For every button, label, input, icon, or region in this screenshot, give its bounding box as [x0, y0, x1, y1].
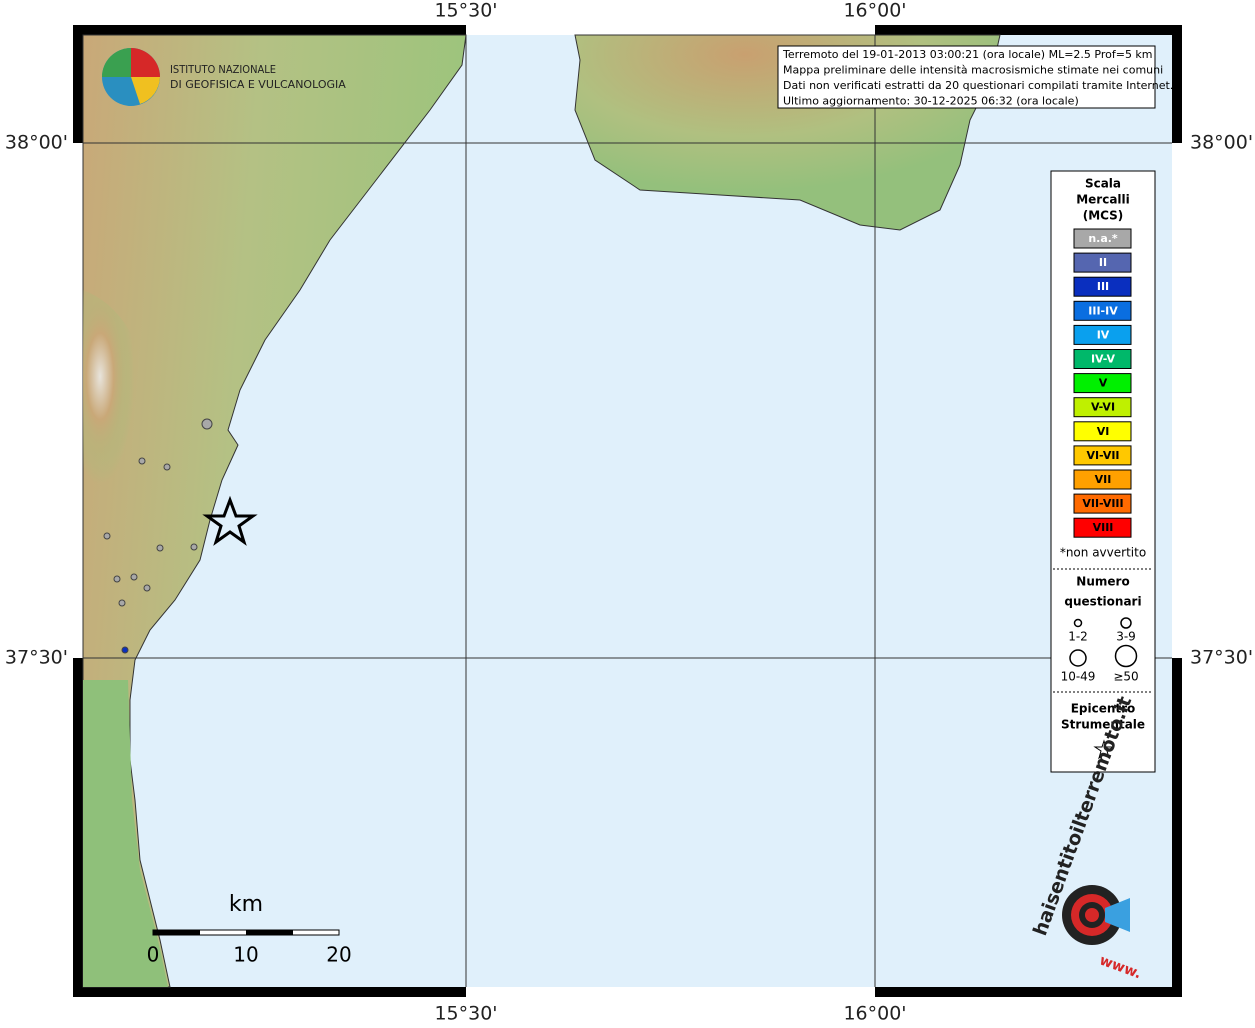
scale-label: 0	[147, 943, 160, 967]
graticule	[83, 35, 1172, 987]
scale-unit: km	[229, 892, 263, 917]
epicenter-star	[202, 495, 258, 546]
legend-title: Mercalli	[1076, 193, 1130, 207]
legend-label: II	[1099, 256, 1107, 269]
info-line: Terremoto del 19-01-2013 03:00:21 (ora l…	[782, 48, 1153, 61]
size-symbol	[1069, 649, 1087, 667]
axis-label: 37°30'	[1190, 647, 1253, 669]
axis-label: 38°00'	[1190, 132, 1253, 154]
legend-label: VI	[1097, 425, 1110, 438]
plain	[83, 680, 168, 987]
intensity-points	[103, 418, 213, 654]
size-symbol	[1073, 618, 1083, 628]
info-line: Ultimo aggiornamento: 30-12-2025 06:32 (…	[783, 95, 1079, 108]
legend-title: (MCS)	[1083, 209, 1124, 223]
scale-label: 10	[233, 943, 258, 967]
legend-swatch	[1073, 252, 1132, 273]
size-label: 1-2	[1068, 630, 1088, 644]
size-symbol	[1114, 644, 1138, 668]
intensity-point	[156, 544, 164, 552]
legend-star	[1093, 739, 1115, 760]
axis-label: 15°30'	[434, 0, 497, 22]
intensity-point	[138, 457, 146, 465]
scale-label: 20	[326, 943, 351, 967]
info-line: Mappa preliminare delle intensità macros…	[783, 64, 1163, 77]
intensity-point	[118, 599, 126, 607]
legend-swatch	[1073, 276, 1132, 297]
legend-label: n.a.*	[1088, 232, 1118, 245]
land-sicily	[82, 34, 467, 988]
legend-label: III	[1097, 280, 1109, 293]
legend-subtitle: Strumentale	[1061, 718, 1145, 732]
scale-bar: km 0 10 20	[147, 892, 352, 967]
legend-swatch	[1073, 445, 1132, 466]
legend-swatch	[1073, 469, 1132, 490]
legend-content: ScalaMercalli(MCS)n.a.*IIIIIIII-IVIVIV-V…	[1053, 177, 1153, 760]
legend-subtitle: questionari	[1064, 595, 1141, 609]
info-line: Dati non verificati estratti da 20 quest…	[783, 79, 1173, 92]
legend-title: Scala	[1085, 177, 1121, 191]
ingv-logo: ISTITUTO NAZIONALE DI GEOFISICA E VULCAN…	[102, 48, 346, 106]
relief-etna	[83, 290, 152, 506]
legend-label: VIII	[1093, 521, 1114, 534]
legend-label: VII	[1095, 473, 1112, 486]
intensity-point	[163, 463, 171, 471]
legend-label: IV-V	[1091, 353, 1116, 366]
legend-swatch	[1073, 349, 1132, 369]
legend-label: VII-VIII	[1082, 497, 1123, 510]
legend-subtitle: Numero	[1076, 575, 1129, 589]
intensity-point	[143, 584, 151, 592]
info-box	[777, 45, 1156, 109]
legend-swatch	[1073, 493, 1132, 514]
info-text: Terremoto del 19-01-2013 03:00:21 (ora l…	[782, 48, 1173, 108]
size-label: 3-9	[1116, 630, 1136, 644]
logo-text: ISTITUTO NAZIONALE	[170, 63, 276, 76]
legend-label: III-IV	[1088, 304, 1118, 317]
legend-label: V-VI	[1091, 401, 1115, 414]
axis-label: 37°30'	[5, 647, 68, 669]
logo-text: DI GEOFISICA E VULCANOLOGIA	[170, 78, 346, 91]
intensity-point	[190, 543, 198, 551]
size-label: 10-49	[1061, 670, 1096, 684]
legend-swatch	[1073, 517, 1132, 538]
legend-label: VI-VII	[1086, 449, 1119, 462]
axis-label: 38°00'	[5, 132, 68, 154]
intensity-point	[130, 573, 138, 581]
legend-subtitle: Epicentro	[1071, 702, 1136, 716]
legend-label: IV	[1097, 328, 1110, 341]
legend-label: V	[1099, 377, 1108, 390]
intensity-point	[121, 646, 129, 654]
intensity-point	[201, 418, 213, 430]
legend-swatch	[1073, 421, 1132, 442]
legend-swatch	[1073, 324, 1132, 345]
legend-swatch	[1073, 397, 1132, 418]
axis-label: 16°00'	[843, 0, 906, 22]
legend-swatch	[1073, 300, 1132, 321]
size-symbol	[1120, 617, 1132, 629]
frame-ticks	[73, 25, 1182, 997]
legend-swatch	[1073, 373, 1132, 394]
axis-label: 16°00'	[843, 1003, 906, 1025]
size-label: ≥50	[1113, 670, 1138, 684]
intensity-point	[113, 575, 121, 583]
axis-label: 15°30'	[434, 1003, 497, 1025]
intensity-point	[103, 532, 111, 540]
legend-note: *non avvertito	[1060, 546, 1146, 560]
legend-swatch	[1073, 228, 1132, 249]
